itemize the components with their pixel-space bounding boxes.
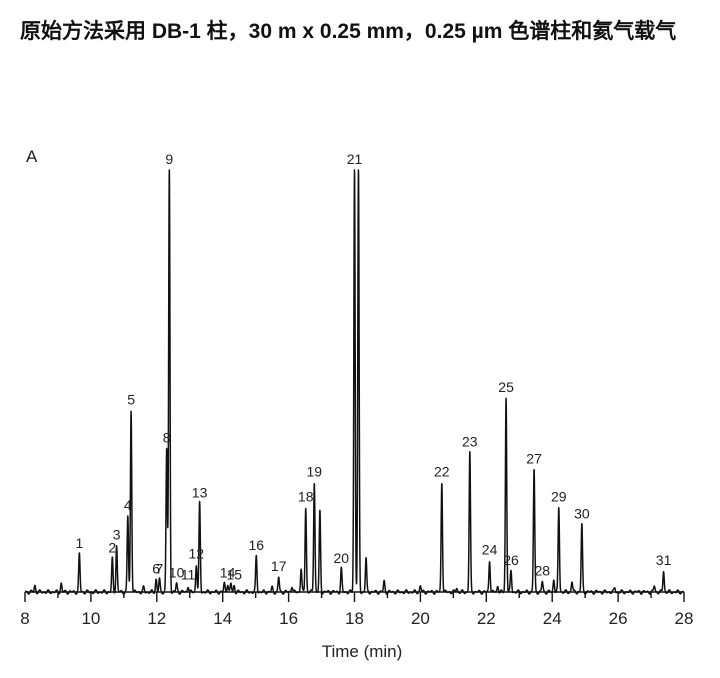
peak-label-10: 10 [169,565,185,581]
peak-label-6: 6 [152,560,160,576]
x-tick-label: 26 [609,609,628,628]
peak-label-11: 11 [181,567,196,583]
peak-label-3: 3 [113,527,121,543]
chart-title: 原始方法采用 DB-1 柱，30 m x 0.25 mm，0.25 µm 色谱柱… [20,20,677,43]
peak-label-24: 24 [482,541,498,557]
chromatogram-trace [24,169,685,595]
x-axis-title: Time (min) [322,642,403,661]
peak-label-5: 5 [127,392,135,408]
x-tick-label: 16 [279,609,298,628]
peak-label-8: 8 [163,430,171,446]
peak-label-17: 17 [271,558,287,574]
x-tick-label: 14 [213,609,232,628]
peak-label-9: 9 [165,151,173,167]
peak-label-26: 26 [503,552,519,568]
x-tick-label: 24 [543,609,562,628]
peak-label-23: 23 [462,434,478,450]
peak-label-31: 31 [656,552,672,568]
peak-label-7: 7 [156,560,164,576]
peak-label-4: 4 [124,497,132,513]
x-tick-label: 28 [675,609,694,628]
peak-label-25: 25 [498,379,514,395]
x-tick-label: 12 [147,609,166,628]
x-tick-label: 10 [81,609,100,628]
peak-label-21: 21 [347,151,363,167]
x-tick-label: 8 [20,609,29,628]
peak-label-28: 28 [535,563,551,579]
peak-label-13: 13 [192,484,208,500]
peak-label-1: 1 [76,535,84,551]
panel-label: A [26,147,38,166]
x-tick-label: 22 [477,609,496,628]
peak-label-12: 12 [189,546,205,562]
peak-label-18: 18 [298,489,314,505]
peak-label-30: 30 [574,506,590,522]
peak-label-16: 16 [249,537,265,553]
peak-label-27: 27 [526,451,542,467]
x-tick-label: 18 [345,609,364,628]
x-tick-label: 20 [411,609,430,628]
peak-label-22: 22 [434,463,450,479]
peak-label-29: 29 [551,489,567,505]
peak-label-20: 20 [334,550,350,566]
peak-label-2: 2 [108,540,116,556]
peak-label-15: 15 [226,567,242,583]
peak-label-14: 14 [220,565,236,581]
peak-label-19: 19 [307,463,323,479]
